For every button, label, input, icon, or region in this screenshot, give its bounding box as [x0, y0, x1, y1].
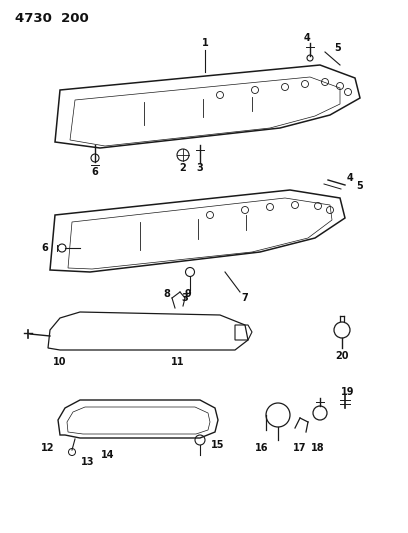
- Text: 8: 8: [164, 289, 171, 299]
- Text: 10: 10: [53, 357, 67, 367]
- Text: 11: 11: [171, 357, 185, 367]
- Text: 5: 5: [335, 43, 341, 53]
- Text: 3: 3: [197, 163, 203, 173]
- Text: 15: 15: [211, 440, 225, 450]
- Text: 18: 18: [311, 443, 325, 453]
- Text: 5: 5: [357, 181, 364, 191]
- Text: 6: 6: [42, 243, 49, 253]
- Text: 1: 1: [202, 38, 208, 48]
- Text: 4: 4: [304, 33, 310, 43]
- Text: 3: 3: [182, 293, 188, 303]
- Text: 13: 13: [81, 457, 95, 467]
- Text: 14: 14: [101, 450, 115, 460]
- Text: 6: 6: [92, 167, 98, 177]
- Text: 4: 4: [347, 173, 353, 183]
- Text: 16: 16: [255, 443, 269, 453]
- Text: 20: 20: [335, 351, 349, 361]
- Text: 19: 19: [341, 387, 355, 397]
- Text: 4730  200: 4730 200: [15, 12, 89, 25]
- Text: 17: 17: [293, 443, 307, 453]
- Text: 12: 12: [41, 443, 55, 453]
- Text: 7: 7: [242, 293, 248, 303]
- Text: 2: 2: [180, 163, 186, 173]
- Text: 9: 9: [185, 289, 191, 299]
